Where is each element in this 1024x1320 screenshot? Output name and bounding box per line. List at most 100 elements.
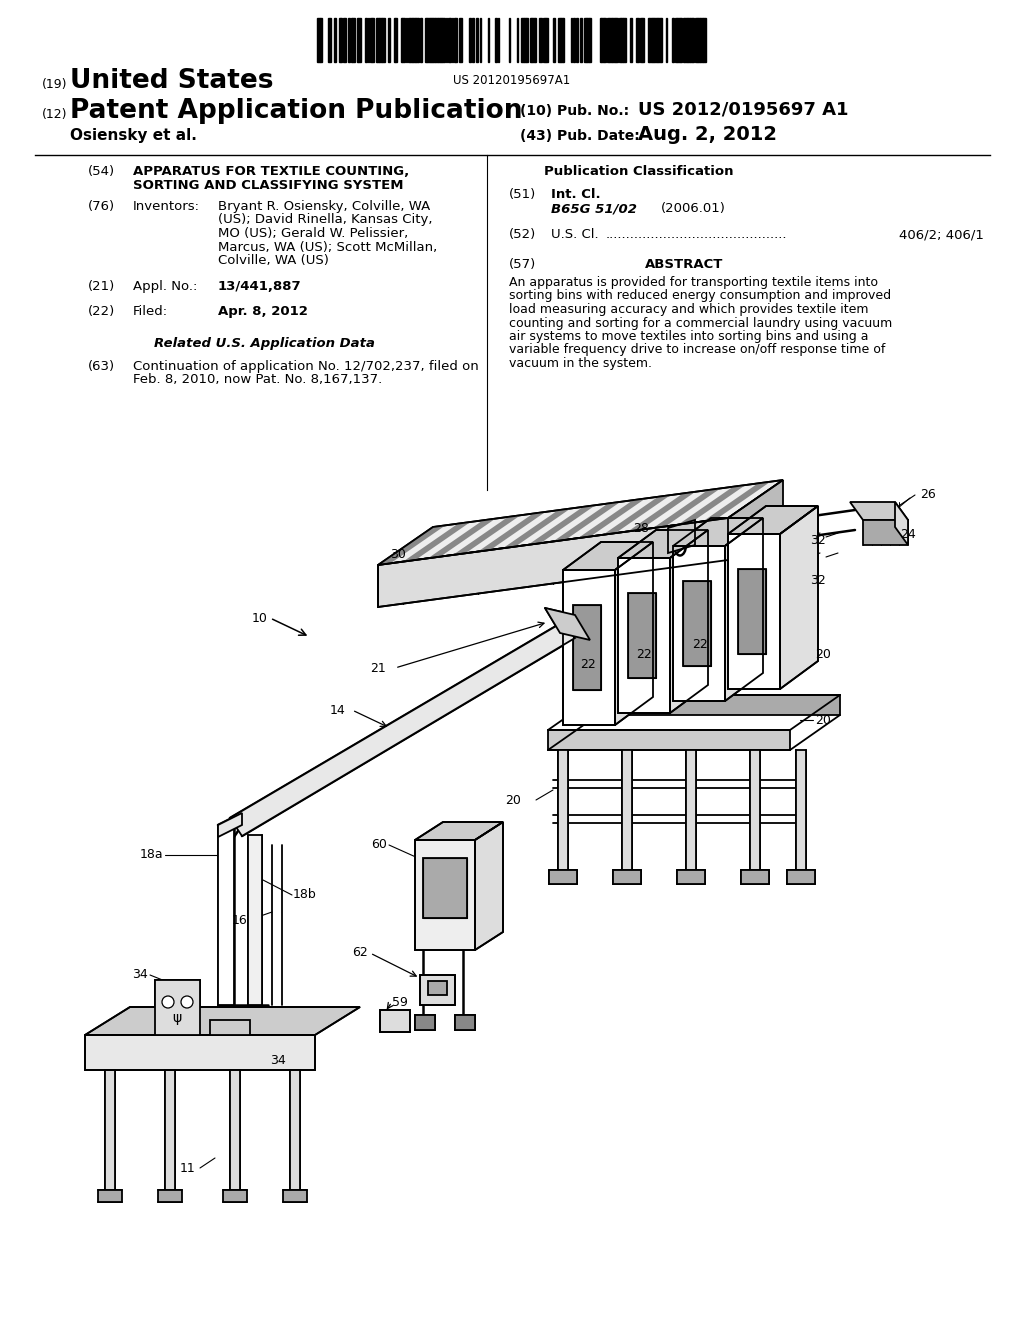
Polygon shape bbox=[218, 813, 242, 837]
Polygon shape bbox=[668, 520, 695, 553]
Bar bbox=[352, 18, 355, 62]
Polygon shape bbox=[686, 750, 696, 870]
Text: 20: 20 bbox=[815, 648, 830, 661]
Text: (51): (51) bbox=[509, 187, 537, 201]
Bar bbox=[539, 18, 542, 62]
Polygon shape bbox=[563, 543, 653, 570]
Text: 60: 60 bbox=[371, 838, 387, 851]
Polygon shape bbox=[677, 870, 705, 884]
Bar bbox=[435, 18, 438, 62]
Bar bbox=[607, 18, 609, 62]
Bar bbox=[630, 18, 632, 62]
Text: Osiensky et al.: Osiensky et al. bbox=[70, 128, 197, 143]
Bar bbox=[472, 18, 474, 62]
Bar bbox=[370, 18, 372, 62]
Text: 22: 22 bbox=[581, 659, 596, 672]
Text: US 2012/0195697 A1: US 2012/0195697 A1 bbox=[638, 102, 849, 119]
Text: (21): (21) bbox=[88, 280, 116, 293]
Polygon shape bbox=[165, 1071, 175, 1191]
Text: Inventors:: Inventors: bbox=[133, 201, 200, 213]
Polygon shape bbox=[420, 975, 455, 1005]
Bar bbox=[343, 18, 346, 62]
Text: 406/2; 406/1: 406/2; 406/1 bbox=[899, 228, 984, 242]
Polygon shape bbox=[850, 502, 908, 520]
Bar bbox=[658, 18, 662, 62]
Bar bbox=[621, 18, 623, 62]
Bar bbox=[438, 18, 440, 62]
Text: 21: 21 bbox=[370, 661, 386, 675]
Text: Related U.S. Application Data: Related U.S. Application Data bbox=[154, 337, 375, 350]
Polygon shape bbox=[563, 570, 615, 725]
Bar bbox=[442, 18, 445, 62]
Text: 26: 26 bbox=[920, 488, 936, 502]
Polygon shape bbox=[613, 870, 641, 884]
Bar bbox=[703, 18, 706, 62]
Polygon shape bbox=[738, 569, 766, 653]
Text: load measuring accuracy and which provides textile item: load measuring accuracy and which provid… bbox=[509, 304, 868, 315]
Bar bbox=[575, 18, 578, 62]
Polygon shape bbox=[653, 488, 721, 528]
Text: 34: 34 bbox=[270, 1053, 286, 1067]
Bar bbox=[495, 18, 497, 62]
Polygon shape bbox=[158, 1191, 182, 1203]
Text: air systems to move textiles into sorting bins and using a: air systems to move textiles into sortin… bbox=[509, 330, 868, 343]
Bar bbox=[688, 18, 690, 62]
Polygon shape bbox=[678, 484, 745, 525]
Bar bbox=[328, 18, 331, 62]
Text: 22: 22 bbox=[692, 639, 708, 652]
Text: 32: 32 bbox=[810, 573, 825, 586]
Text: (52): (52) bbox=[509, 228, 537, 242]
Polygon shape bbox=[223, 1191, 247, 1203]
Text: counting and sorting for a commercial laundry using vacuum: counting and sorting for a commercial la… bbox=[509, 317, 892, 330]
Bar bbox=[317, 18, 319, 62]
Bar bbox=[601, 18, 604, 62]
Text: US 20120195697A1: US 20120195697A1 bbox=[454, 74, 570, 87]
Polygon shape bbox=[615, 543, 653, 725]
Text: 22: 22 bbox=[636, 648, 652, 661]
Polygon shape bbox=[415, 1015, 435, 1030]
Text: 18a: 18a bbox=[139, 849, 163, 862]
Polygon shape bbox=[728, 506, 818, 535]
Bar bbox=[402, 18, 406, 62]
Polygon shape bbox=[578, 499, 645, 539]
Bar bbox=[408, 18, 410, 62]
Text: 32: 32 bbox=[810, 533, 825, 546]
Bar bbox=[469, 18, 471, 62]
Bar bbox=[455, 18, 457, 62]
Polygon shape bbox=[703, 482, 770, 521]
Text: (19): (19) bbox=[42, 78, 68, 91]
Bar bbox=[532, 18, 535, 62]
Text: B65G 51/02: B65G 51/02 bbox=[551, 202, 637, 215]
Text: Marcus, WA (US); Scott McMillan,: Marcus, WA (US); Scott McMillan, bbox=[218, 240, 437, 253]
Bar bbox=[623, 18, 626, 62]
Text: 24: 24 bbox=[900, 528, 915, 541]
Polygon shape bbox=[428, 981, 447, 995]
Text: vacuum in the system.: vacuum in the system. bbox=[509, 356, 652, 370]
Text: Filed:: Filed: bbox=[133, 305, 168, 318]
Polygon shape bbox=[780, 506, 818, 689]
Bar bbox=[382, 18, 385, 62]
Text: ψ: ψ bbox=[172, 1011, 181, 1026]
Text: Feb. 8, 2010, now Pat. No. 8,167,137.: Feb. 8, 2010, now Pat. No. 8,167,137. bbox=[133, 374, 382, 387]
Text: An apparatus is provided for transporting textile items into: An apparatus is provided for transportin… bbox=[509, 276, 878, 289]
Bar bbox=[609, 18, 612, 62]
Polygon shape bbox=[283, 1191, 307, 1203]
Ellipse shape bbox=[181, 997, 193, 1008]
Polygon shape bbox=[475, 822, 503, 950]
Text: 62: 62 bbox=[352, 945, 368, 958]
Polygon shape bbox=[378, 480, 783, 565]
Bar bbox=[348, 18, 350, 62]
Bar bbox=[561, 18, 563, 62]
Bar bbox=[698, 18, 700, 62]
Bar bbox=[612, 18, 615, 62]
Text: MO (US); Gerald W. Pelissier,: MO (US); Gerald W. Pelissier, bbox=[218, 227, 409, 240]
Bar bbox=[433, 18, 435, 62]
Text: Aug. 2, 2012: Aug. 2, 2012 bbox=[638, 125, 777, 144]
Bar bbox=[700, 18, 703, 62]
Bar bbox=[543, 18, 545, 62]
Polygon shape bbox=[573, 605, 601, 690]
Text: ABSTRACT: ABSTRACT bbox=[645, 257, 723, 271]
Bar bbox=[589, 18, 591, 62]
Text: (22): (22) bbox=[88, 305, 116, 318]
Bar bbox=[358, 18, 361, 62]
